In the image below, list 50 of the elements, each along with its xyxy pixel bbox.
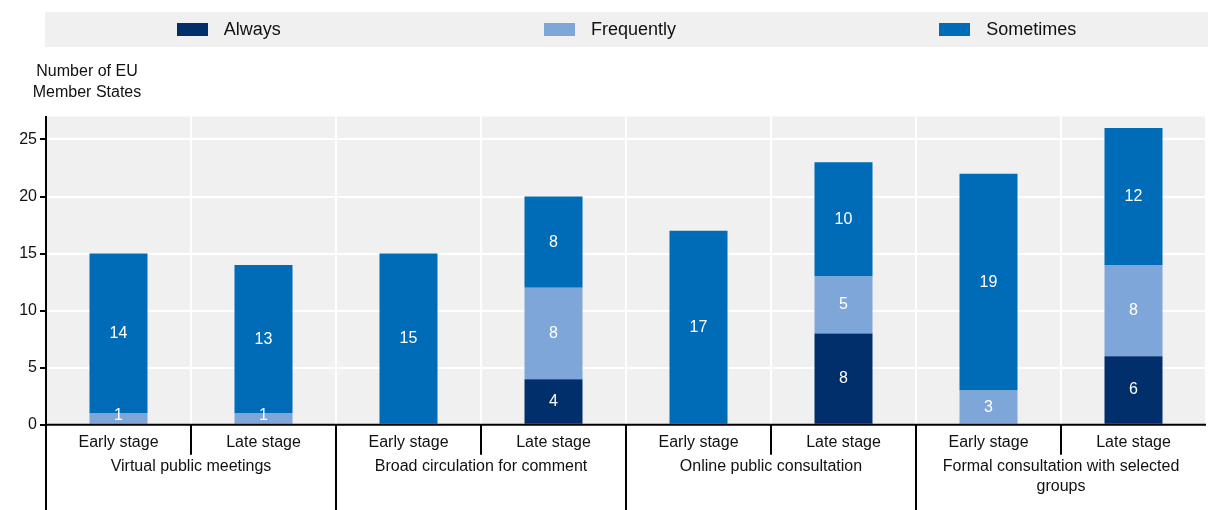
bar — [379, 253, 438, 424]
x-tick-label: Late stage — [1096, 432, 1171, 450]
data-label: 3 — [984, 397, 994, 415]
data-label: 8 — [839, 369, 849, 387]
y-tick-label: 20 — [19, 186, 38, 204]
data-label: 8 — [549, 323, 559, 341]
y-tick-label: 0 — [28, 415, 38, 433]
x-tick-label: Late stage — [806, 432, 881, 450]
x-tick-label: Early stage — [948, 432, 1029, 450]
data-label: 10 — [834, 209, 853, 227]
x-tick-label: Early stage — [78, 432, 159, 450]
legend-label: Sometimes — [986, 19, 1077, 40]
data-label: 5 — [839, 295, 849, 313]
bar — [814, 276, 873, 334]
text: Online public consultation — [679, 457, 863, 475]
data-label: 14 — [109, 323, 128, 341]
text: Formal consultation with selected groups — [942, 457, 1180, 495]
data-label: 19 — [979, 272, 998, 290]
data-label: 15 — [399, 329, 418, 347]
data-label: 4 — [549, 391, 559, 409]
bar — [959, 173, 1018, 391]
y-tick-label: 25 — [19, 129, 38, 147]
x-tick-label: Early stage — [658, 432, 739, 450]
legend-label: Frequently — [590, 19, 676, 40]
text: Broad circulation for comment — [374, 457, 588, 475]
x-tick-label: Late stage — [226, 432, 301, 450]
y-tick-label: 15 — [19, 243, 38, 261]
y-tick-label: 5 — [28, 358, 38, 376]
legend-label: Always — [223, 19, 281, 40]
bar — [524, 196, 583, 288]
bar — [524, 379, 583, 424]
data-label: 8 — [549, 232, 559, 250]
data-label: 8 — [1129, 301, 1139, 319]
data-label: 13 — [254, 329, 273, 347]
bar — [1104, 356, 1163, 424]
bar — [669, 230, 728, 424]
bar — [1104, 128, 1163, 265]
y-axis-title: Number of EU Member States — [31, 61, 143, 102]
bar — [814, 333, 873, 424]
bar — [959, 390, 1018, 424]
x-tick-label: Late stage — [516, 432, 591, 450]
data-label: 17 — [689, 317, 708, 335]
y-tick-label: 10 — [19, 301, 38, 319]
x-tick-label: Early stage — [368, 432, 449, 450]
bar — [814, 162, 873, 277]
data-label: 12 — [1124, 186, 1143, 204]
bar — [524, 287, 583, 380]
data-label: 6 — [1129, 380, 1139, 398]
text: Virtual public meetings — [110, 457, 272, 475]
bar — [1104, 264, 1163, 357]
